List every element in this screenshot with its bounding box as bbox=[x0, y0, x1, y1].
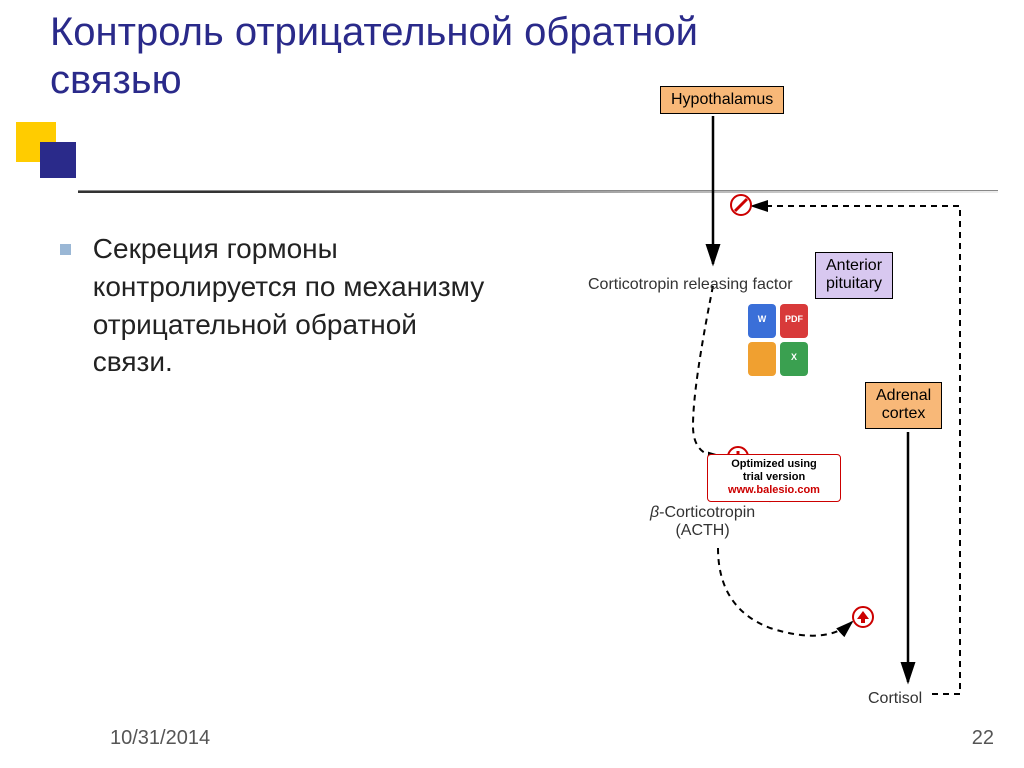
label-cortisol: Cortisol bbox=[868, 690, 922, 708]
watermark-app-icon bbox=[748, 342, 776, 376]
watermark-app-icon: W bbox=[748, 304, 776, 338]
watermark-link: www.balesio.com bbox=[728, 484, 820, 496]
node-hypothalamus: Hypothalamus bbox=[660, 86, 784, 114]
arrow-crf-to-pit bbox=[693, 286, 724, 457]
label-crf: Corticotropin releasing factor bbox=[588, 276, 793, 294]
bullet-marker-icon bbox=[60, 244, 71, 255]
bullet-item: Секреция гормоны контролируется по механ… bbox=[60, 230, 510, 381]
watermark-line1: Optimized using bbox=[731, 458, 817, 470]
decor-square-blue bbox=[40, 142, 76, 178]
watermark-app-icon: PDF bbox=[780, 304, 808, 338]
node-adrenal-cortex: Adrenal cortex bbox=[865, 382, 942, 429]
arrow-acth-to-adrenal bbox=[718, 548, 852, 636]
watermark-app-icon: X bbox=[780, 342, 808, 376]
feedback-diagram: Hypothalamus Anterior pituitary Adrenal … bbox=[530, 86, 1000, 726]
watermark-box: Optimized using trial version www.balesi… bbox=[707, 454, 841, 502]
label-acth: β-Corticotropin(ACTH) bbox=[650, 504, 755, 541]
block-feedback-icon bbox=[730, 194, 752, 216]
footer-date: 10/31/2014 bbox=[110, 727, 210, 750]
up-feedback-icon bbox=[852, 606, 874, 628]
bullet-text: Секреция гормоны контролируется по механ… bbox=[93, 230, 498, 381]
footer-page-number: 22 bbox=[972, 727, 994, 750]
node-anterior-pituitary: Anterior pituitary bbox=[815, 252, 893, 299]
watermark-line2: trial version bbox=[743, 471, 805, 483]
